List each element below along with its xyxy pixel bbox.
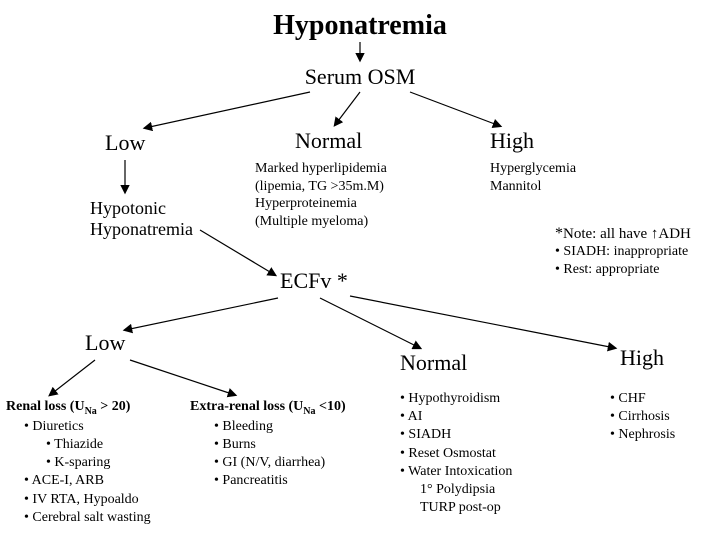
renal-title-pre: Renal loss (U — [6, 399, 85, 414]
normal-ecfv-b4: • Reset Osmostat — [400, 445, 512, 463]
high-desc-l2: Mannitol — [490, 178, 576, 196]
high-ecfv-b2: • Cirrhosis — [610, 408, 675, 426]
extra-title: Extra-renal loss (UNa <10) — [190, 398, 346, 418]
renal-b1a: • Thiazide — [6, 436, 151, 454]
tier1-normal: Normal — [295, 128, 362, 154]
adh-note-title-text: Note: all have ↑ADH — [563, 226, 691, 242]
adh-note-title: *Note: all have ↑ADH — [555, 225, 691, 243]
normal-ecfv-b3: • SIADH — [400, 426, 512, 444]
extra-title-sub: Na — [303, 406, 315, 417]
ecfv-label: ECFv * — [280, 268, 348, 294]
renal-b3: • IV RTA, Hypoaldo — [6, 491, 151, 509]
tier1-low: Low — [105, 130, 145, 156]
high-desc-l1: Hyperglycemia — [490, 160, 576, 178]
normal-ecfv-b5b: TURP post-op — [400, 499, 512, 517]
normal-desc-l2: (lipemia, TG >35m.M) — [255, 178, 387, 196]
high-ecfv-b1: • CHF — [610, 390, 675, 408]
normal-ecfv-b5: • Water Intoxication — [400, 463, 512, 481]
normal-desc-l3: Hyperproteinemia — [255, 195, 387, 213]
adh-note-b2: • Rest: appropriate — [555, 261, 691, 279]
page-title: Hyponatremia — [0, 10, 720, 42]
extra-b1: • Bleeding — [190, 418, 346, 436]
high-desc: Hyperglycemia Mannitol — [490, 160, 576, 195]
tier2-high: High — [620, 345, 664, 371]
adh-note-b1: • SIADH: inappropriate — [555, 243, 691, 261]
hypotonic-hyponatremia: Hypotonic Hyponatremia — [90, 198, 193, 239]
extra-renal-loss: Extra-renal loss (UNa <10) • Bleeding • … — [190, 398, 346, 491]
extra-b4: • Pancreatitis — [190, 472, 346, 490]
high-ecfv-b3: • Nephrosis — [610, 426, 675, 444]
normal-ecfv-list: • Hypothyroidism • AI • SIADH • Reset Os… — [400, 390, 512, 517]
normal-ecfv-b1: • Hypothyroidism — [400, 390, 512, 408]
normal-desc-l1: Marked hyperlipidemia — [255, 160, 387, 178]
renal-b4: • Cerebral salt wasting — [6, 509, 151, 527]
renal-loss: Renal loss (UNa > 20) • Diuretics • Thia… — [6, 398, 151, 527]
renal-title-sub: Na — [85, 406, 97, 417]
extra-title-pre: Extra-renal loss (U — [190, 399, 303, 414]
tier2-low: Low — [85, 330, 125, 356]
hypotonic-line1: Hypotonic — [90, 198, 193, 219]
serum-osm-label: Serum OSM — [0, 64, 720, 90]
normal-desc-l4: (Multiple myeloma) — [255, 213, 387, 231]
tier1-high: High — [490, 128, 534, 154]
extra-b3: • GI (N/V, diarrhea) — [190, 454, 346, 472]
renal-b1b: • K-sparing — [6, 454, 151, 472]
extra-b2: • Burns — [190, 436, 346, 454]
renal-b2: • ACE-I, ARB — [6, 472, 151, 490]
renal-title: Renal loss (UNa > 20) — [6, 398, 151, 418]
adh-note: *Note: all have ↑ADH • SIADH: inappropri… — [555, 225, 691, 278]
extra-title-post: <10) — [316, 399, 346, 414]
tier2-normal: Normal — [400, 350, 467, 376]
normal-ecfv-b2: • AI — [400, 408, 512, 426]
hypotonic-line2: Hyponatremia — [90, 219, 193, 240]
high-ecfv-list: • CHF • Cirrhosis • Nephrosis — [610, 390, 675, 445]
renal-b1: • Diuretics — [6, 418, 151, 436]
renal-title-post: > 20) — [97, 399, 131, 414]
normal-ecfv-b5a: 1° Polydipsia — [400, 481, 512, 499]
normal-desc: Marked hyperlipidemia (lipemia, TG >35m.… — [255, 160, 387, 230]
